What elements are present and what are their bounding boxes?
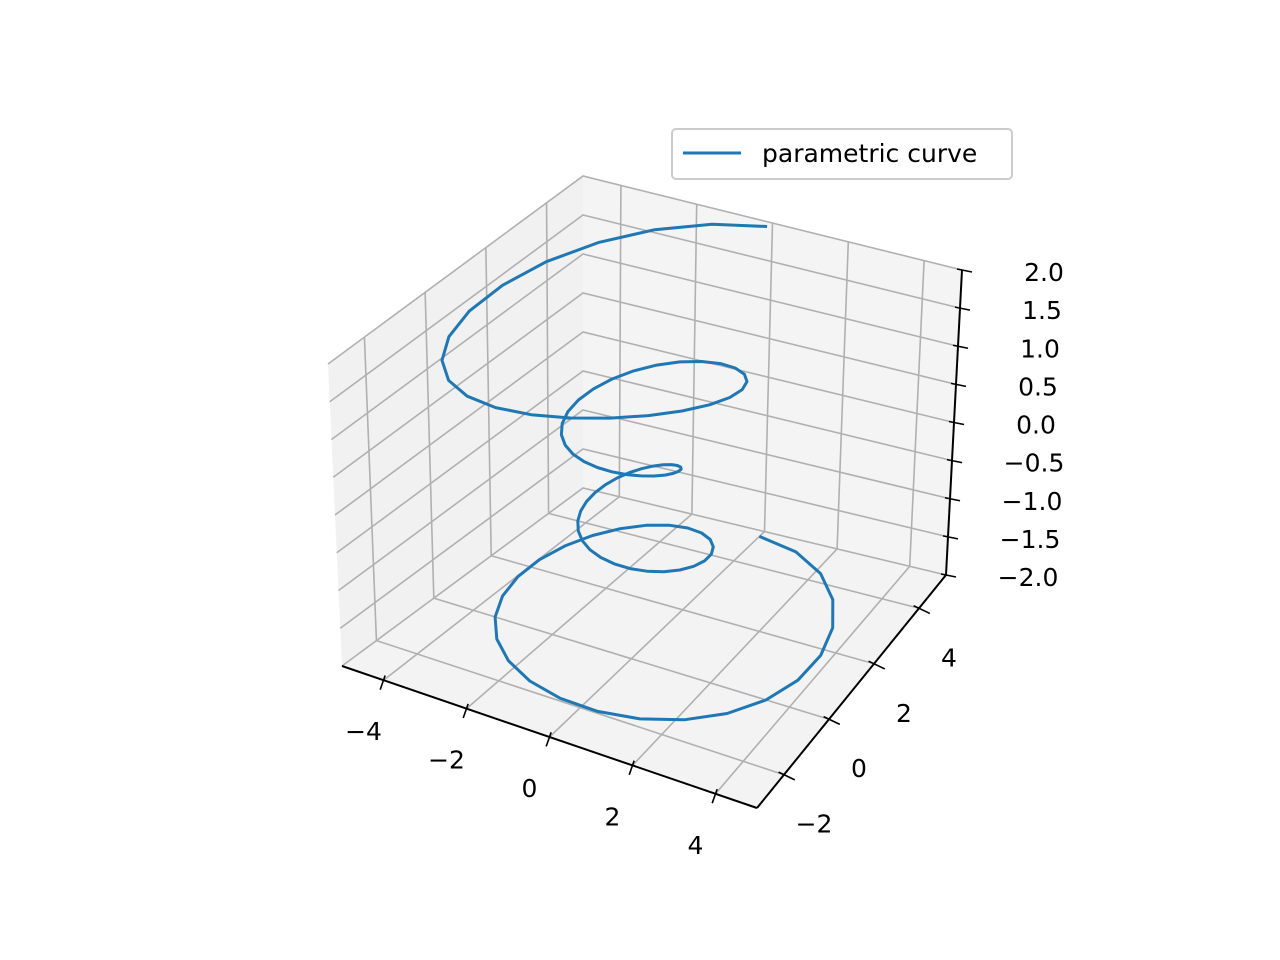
x-tick <box>711 788 718 804</box>
grid-line-z <box>332 292 957 478</box>
z-tick-label: 2.0 <box>1024 258 1064 287</box>
x-tick <box>545 732 552 747</box>
grid-line-z <box>341 487 947 667</box>
left-pane <box>328 176 583 666</box>
z-tick <box>944 496 961 502</box>
x-tick-label: 4 <box>688 831 704 860</box>
x-tick <box>628 760 635 776</box>
z-tick-label: −1.5 <box>1000 525 1061 554</box>
y-tick-label: 2 <box>896 699 912 728</box>
z-tick-label: 0.0 <box>1016 411 1056 440</box>
x-tick-label: −2 <box>428 746 465 775</box>
grid-line-z <box>329 214 961 403</box>
y-tick <box>823 715 841 726</box>
y-tick-label: −2 <box>796 810 833 839</box>
z-tick-label: 0.5 <box>1018 372 1058 401</box>
y-tick <box>778 771 796 781</box>
data-series <box>440 222 835 722</box>
legend: parametric curve <box>671 128 1013 180</box>
legend-label: parametric curve <box>762 139 977 168</box>
y-tick-label: 0 <box>851 754 867 783</box>
y-tick <box>913 604 931 615</box>
z-tick <box>956 268 973 273</box>
z-tick-label: −0.5 <box>1004 449 1065 478</box>
x-tick-label: −4 <box>345 717 382 746</box>
x-tick-label: 2 <box>605 802 621 831</box>
z-tick <box>942 535 959 540</box>
grid-lines <box>327 175 963 795</box>
x-tick <box>379 675 386 690</box>
tick-marks <box>379 268 973 804</box>
z-tick <box>948 420 965 426</box>
legend-frame <box>671 128 1013 180</box>
y-tick-label: 4 <box>941 643 957 672</box>
series-line-parametric-curve <box>440 222 835 722</box>
grid-line-z <box>336 370 953 554</box>
grid-line-z <box>339 448 949 629</box>
back-pane <box>583 176 962 575</box>
axes-panes <box>328 176 962 808</box>
y-axis-line <box>756 574 947 809</box>
z-tick <box>940 573 957 578</box>
z-tick <box>954 306 971 311</box>
grid-line-z <box>338 409 951 592</box>
z-tick-label: −2.0 <box>998 563 1059 592</box>
x-tick <box>462 703 469 719</box>
z-tick-label: 1.5 <box>1022 296 1062 325</box>
grid-line-z <box>327 175 963 365</box>
z-tick <box>946 458 963 464</box>
x-tick-label: 0 <box>522 774 538 803</box>
z-tick-label: 1.0 <box>1020 334 1060 363</box>
z-tick-label: −1.0 <box>1002 487 1063 516</box>
z-tick <box>950 382 967 388</box>
grid-line-z <box>334 331 955 516</box>
tick-labels: −4−2024−2024−2.0−1.5−1.0−0.50.00.51.01.5… <box>345 258 1064 860</box>
z-tick <box>952 344 969 350</box>
floor-pane <box>342 488 946 808</box>
grid-line-z <box>331 253 959 441</box>
y-tick <box>868 660 886 670</box>
